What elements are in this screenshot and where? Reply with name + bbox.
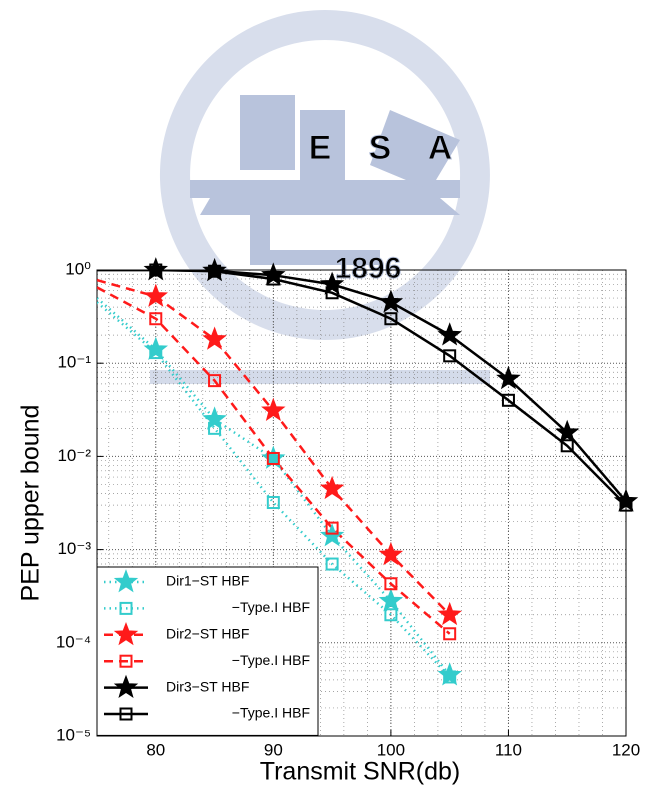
y-tick-label: 10⁻³ — [57, 539, 91, 558]
y-tick-label: 10⁻⁴ — [56, 632, 91, 651]
star-marker — [323, 526, 342, 544]
star-marker — [381, 591, 400, 609]
y-axis-label: PEP upper bound — [17, 405, 45, 602]
star-marker — [205, 329, 224, 347]
y-tick-label: 10⁻¹ — [57, 353, 91, 372]
x-tick-label: 120 — [612, 740, 640, 759]
legend-label: Dir2−ST HBF — [166, 626, 249, 642]
x-axis-label: Transmit SNR(db) — [260, 758, 461, 786]
x-tick-label: 110 — [495, 740, 522, 759]
series-line — [97, 270, 626, 505]
y-tick-label: 10⁻² — [57, 446, 91, 465]
chart: ESA1896 809010011012010⁰10⁻¹10⁻²10⁻³10⁻⁴… — [0, 0, 645, 796]
legend-label: −Type.I HBF — [232, 599, 310, 615]
x-tick-label: 80 — [146, 740, 165, 759]
legend-label: Dir3−ST HBF — [166, 678, 249, 694]
legend-label: Dir1−ST HBF — [166, 573, 249, 589]
watermark-letter: A — [428, 129, 453, 167]
legend-label: −Type.I HBF — [232, 705, 310, 721]
star-marker — [146, 287, 165, 305]
watermark-letter: S — [369, 129, 392, 167]
star-marker — [146, 340, 165, 358]
watermark-letter: E — [309, 129, 332, 167]
page: ESA1896 809010011012010⁰10⁻¹10⁻²10⁻³10⁻⁴… — [0, 0, 645, 796]
y-tick-label: 10⁰ — [65, 259, 91, 278]
star-marker — [323, 479, 342, 497]
legend: Dir1−ST HBF −Type.I HBF Dir2−ST HBF −Type.I… — [97, 567, 318, 735]
y-tick-label: 10⁻⁵ — [56, 725, 91, 744]
star-marker — [440, 665, 459, 683]
legend-label: −Type.I HBF — [232, 652, 310, 668]
